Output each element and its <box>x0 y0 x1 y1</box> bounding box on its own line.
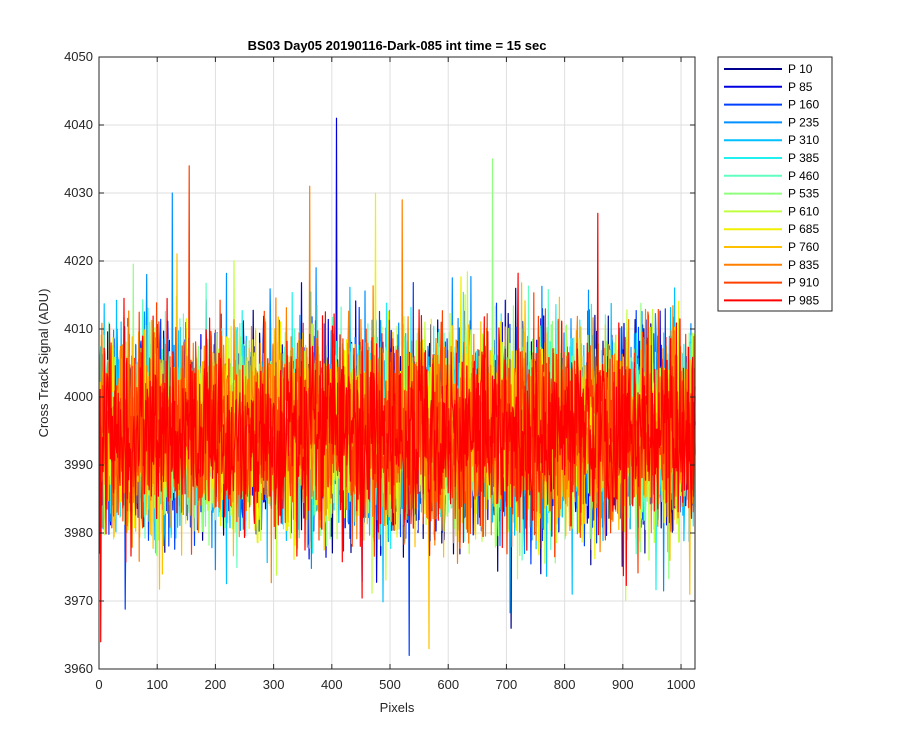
x-tick-label: 500 <box>379 677 401 692</box>
legend-label: P 610 <box>788 204 819 218</box>
x-tick-label: 100 <box>146 677 168 692</box>
x-tick-label: 700 <box>496 677 518 692</box>
series-line-p985 <box>99 212 696 643</box>
x-tick-label: 200 <box>205 677 227 692</box>
x-tick-label: 400 <box>321 677 343 692</box>
x-tick-label: 300 <box>263 677 285 692</box>
y-tick-label: 4020 <box>64 253 93 268</box>
series-lines <box>99 117 696 656</box>
y-tick-label: 3970 <box>64 593 93 608</box>
plot-area: 0 100 200 300 400 500 600 700 800 900 1000 3960 3970… <box>64 49 696 692</box>
legend-items: P 10 P 85 P 160 P 235 P 310 P 385 P 460 P 535 P … <box>724 62 819 307</box>
legend-label: P 85 <box>788 80 813 94</box>
legend-label: P 835 <box>788 258 819 272</box>
series-line-p910 <box>99 165 696 574</box>
legend-box <box>717 56 833 312</box>
legend-label: P 235 <box>788 115 819 129</box>
y-tick-label: 3990 <box>64 457 93 472</box>
y-axis-label: Cross Track Signal (ADU) <box>36 289 51 438</box>
y-tick-label: 4010 <box>64 321 93 336</box>
x-tick-label: 900 <box>612 677 634 692</box>
legend-label: P 160 <box>788 98 819 112</box>
y-tick-label: 3960 <box>64 661 93 676</box>
legend: P 10 P 85 P 160 P 235 P 310 P 385 P 460 P 535 P … <box>717 56 833 312</box>
legend-label: P 910 <box>788 276 819 290</box>
y-tick-label: 4040 <box>64 117 93 132</box>
chart-title: BS03 Day05 20190116-Dark-085 int time = … <box>248 38 547 53</box>
x-tick-label: 800 <box>554 677 576 692</box>
x-tick-label: 0 <box>95 677 102 692</box>
legend-label: P 310 <box>788 133 819 147</box>
y-tick-label: 4000 <box>64 389 93 404</box>
ticks: 0 100 200 300 400 500 600 700 800 900 1000 3960 3970… <box>64 49 695 692</box>
x-tick-label: 600 <box>437 677 459 692</box>
legend-label: P 385 <box>788 151 819 165</box>
y-tick-label: 4050 <box>64 49 93 64</box>
legend-label: P 685 <box>788 222 819 236</box>
legend-label: P 985 <box>788 293 819 307</box>
axes-frame <box>98 56 696 670</box>
y-tick-label: 3980 <box>64 525 93 540</box>
x-axis-label: Pixels <box>380 700 415 715</box>
legend-label: P 460 <box>788 169 819 183</box>
legend-label: P 760 <box>788 240 819 254</box>
legend-label: P 10 <box>788 62 813 76</box>
x-tick-label: 1000 <box>667 677 696 692</box>
y-tick-label: 4030 <box>64 185 93 200</box>
legend-label: P 535 <box>788 187 819 201</box>
